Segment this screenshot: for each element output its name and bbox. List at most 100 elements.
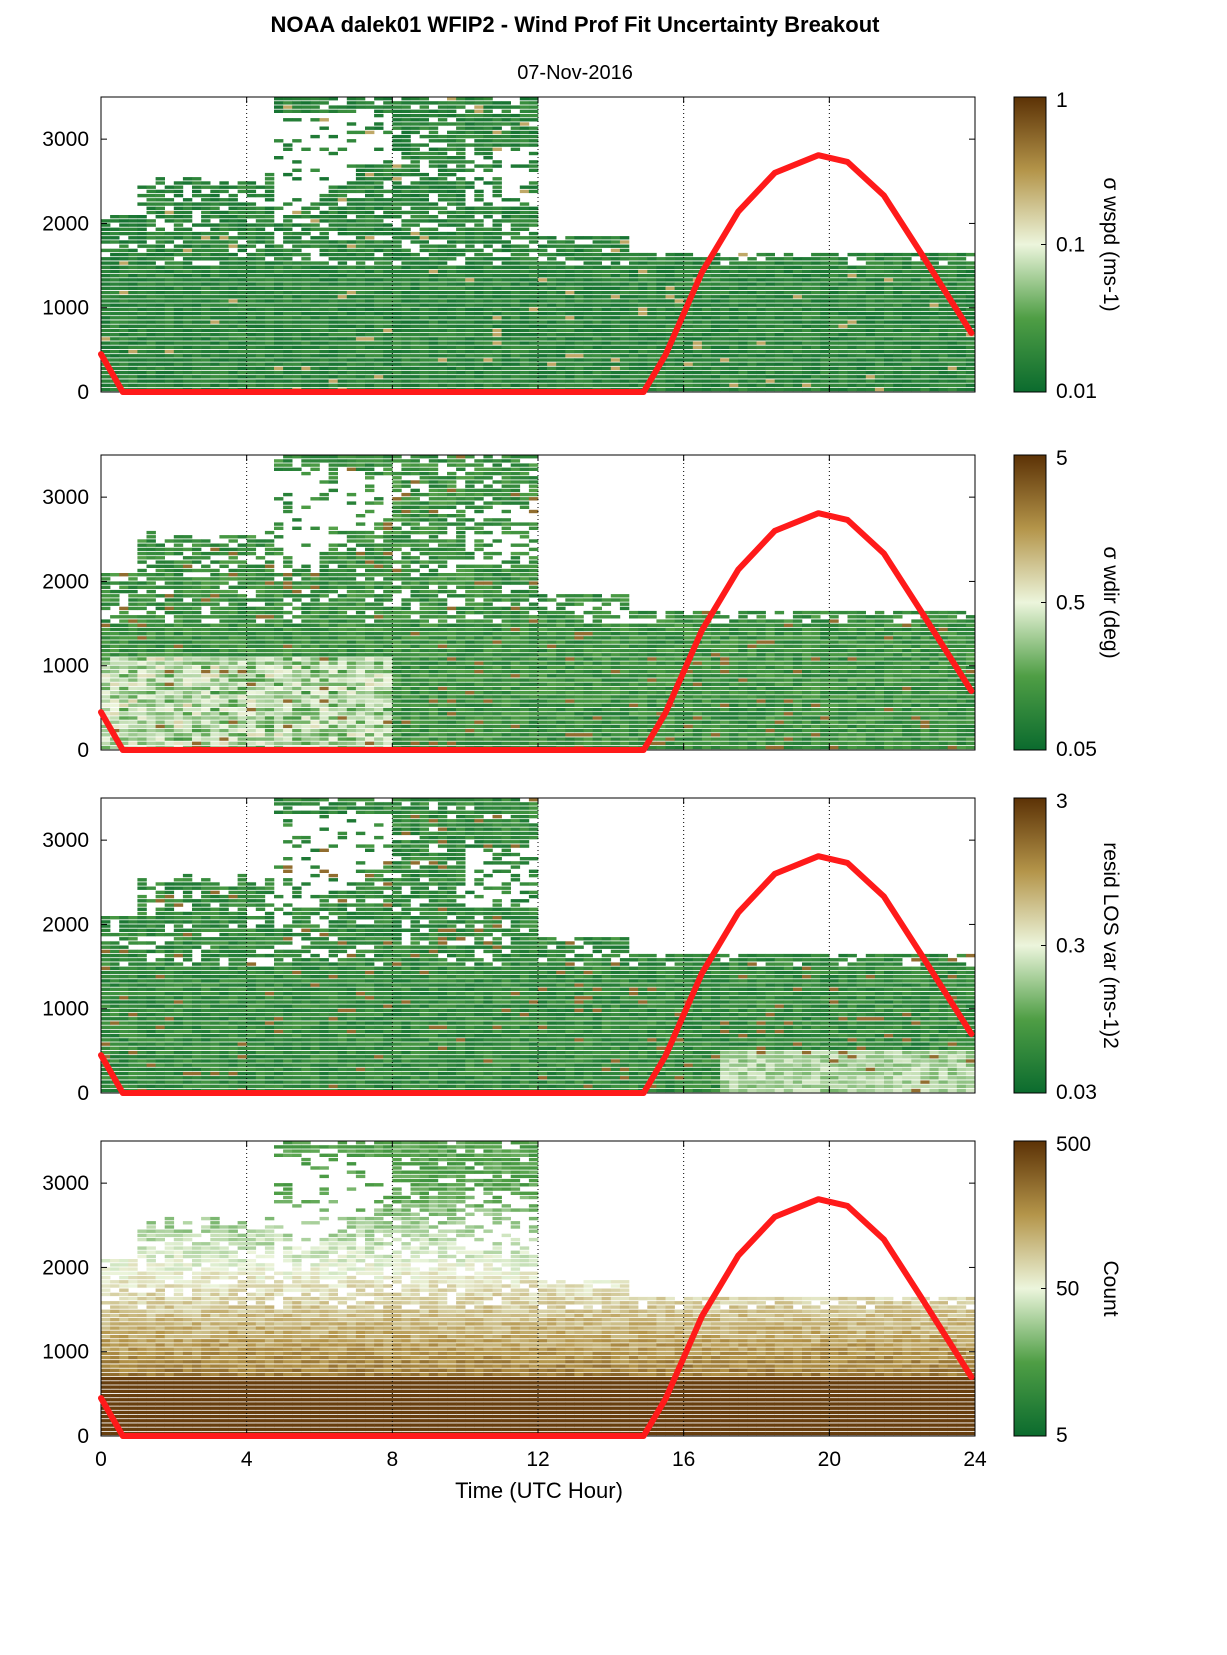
heatmap-cell <box>164 594 175 598</box>
heatmap-cell <box>101 678 111 682</box>
heatmap-cell <box>820 257 830 261</box>
heatmap-cell <box>437 286 448 290</box>
heatmap-cell <box>456 362 466 366</box>
heatmap-cell <box>483 118 493 122</box>
heatmap-cell <box>274 101 284 105</box>
heatmap-cell <box>419 324 429 328</box>
heatmap-cell <box>729 333 739 337</box>
heatmap-cell <box>829 383 839 387</box>
heatmap-cell <box>811 295 821 299</box>
heatmap-cell <box>201 286 211 290</box>
heatmap-cell <box>182 589 193 594</box>
heatmap-cell <box>792 316 803 320</box>
heatmap-cell <box>128 240 138 244</box>
heatmap-cell <box>383 177 393 181</box>
heatmap-cell <box>474 227 484 231</box>
heatmap-cell <box>192 181 202 185</box>
heatmap-cell <box>410 118 420 122</box>
heatmap-cell <box>264 370 275 375</box>
heatmap-cell <box>182 678 193 682</box>
heatmap-cell <box>192 568 202 573</box>
heatmap-cell <box>519 299 530 303</box>
heatmap-cell <box>383 379 393 383</box>
heatmap-cell <box>292 168 302 172</box>
heatmap-cell <box>146 577 156 581</box>
heatmap-cell <box>592 252 602 257</box>
heatmap-cell <box>847 295 857 299</box>
heatmap-cell <box>820 320 830 324</box>
heatmap-cell <box>119 215 129 219</box>
heatmap-cell <box>701 311 712 316</box>
heatmap-cell <box>629 366 639 371</box>
heatmap-cell <box>547 366 557 371</box>
heatmap-cell <box>765 337 775 341</box>
heatmap-cell <box>255 248 266 253</box>
heatmap-cell <box>638 316 648 320</box>
heatmap-cell <box>437 311 448 316</box>
heatmap-cell <box>255 627 266 632</box>
heatmap-cell <box>192 383 202 387</box>
heatmap-cell <box>392 210 402 215</box>
heatmap-cell <box>920 383 930 387</box>
heatmap-cell <box>629 328 639 333</box>
heatmap-cell <box>201 699 211 703</box>
heatmap-cell <box>173 337 184 341</box>
heatmap-cell <box>465 379 475 383</box>
heatmap-cell <box>137 716 147 720</box>
heatmap-cell <box>610 328 621 333</box>
heatmap-cell <box>838 320 848 324</box>
heatmap-cell <box>492 379 502 383</box>
heatmap-cell <box>119 316 129 320</box>
heatmap-cell <box>884 269 894 274</box>
heatmap-cell <box>110 615 120 619</box>
heatmap-cell <box>173 252 184 257</box>
heatmap-cell <box>610 295 621 299</box>
heatmap-cell <box>173 682 184 686</box>
heatmap-cell <box>638 354 648 358</box>
heatmap-cell <box>210 720 220 724</box>
heatmap-cell <box>255 636 266 640</box>
heatmap-cell <box>729 337 739 341</box>
heatmap-cell <box>720 366 730 371</box>
heatmap-cell <box>519 274 530 278</box>
heatmap-cell <box>137 547 147 552</box>
heatmap-cell <box>519 265 530 269</box>
heatmap-cell <box>528 337 539 341</box>
heatmap-cell <box>802 320 812 324</box>
heatmap-cell <box>310 307 320 312</box>
heatmap-cell <box>365 362 375 366</box>
heatmap-cell <box>638 320 648 324</box>
heatmap-cell <box>820 366 830 371</box>
heatmap-cell <box>456 227 466 231</box>
heatmap-cell <box>474 370 484 375</box>
heatmap-cell <box>219 282 229 286</box>
heatmap-cell <box>155 682 165 686</box>
heatmap-cell <box>292 139 302 143</box>
heatmap-cell <box>856 320 866 324</box>
heatmap-cell <box>374 126 384 130</box>
heatmap-cell <box>255 695 266 699</box>
figure-subtitle: 07-Nov-2016 <box>517 62 633 84</box>
heatmap-cell <box>428 278 439 282</box>
heatmap-cell <box>501 282 511 286</box>
heatmap-cell <box>437 278 448 282</box>
heatmap-cell <box>519 333 530 337</box>
heatmap-cell <box>865 278 876 282</box>
heatmap-cell <box>738 252 748 257</box>
heatmap-cell <box>847 286 857 290</box>
heatmap-cell <box>119 370 129 375</box>
heatmap-cell <box>210 695 220 699</box>
heatmap-cell <box>228 636 238 640</box>
heatmap-cell <box>328 219 338 223</box>
heatmap-cell <box>182 556 193 560</box>
heatmap-cell <box>155 716 165 720</box>
heatmap-cell <box>110 665 120 670</box>
heatmap-cell <box>128 678 138 682</box>
heatmap-cell <box>101 745 111 750</box>
heatmap-cell <box>437 257 448 261</box>
heatmap-cell <box>556 299 566 303</box>
heatmap-cell <box>128 299 138 303</box>
heatmap-cell <box>192 307 202 312</box>
heatmap-cell <box>519 375 530 379</box>
heatmap-cell <box>956 278 967 282</box>
